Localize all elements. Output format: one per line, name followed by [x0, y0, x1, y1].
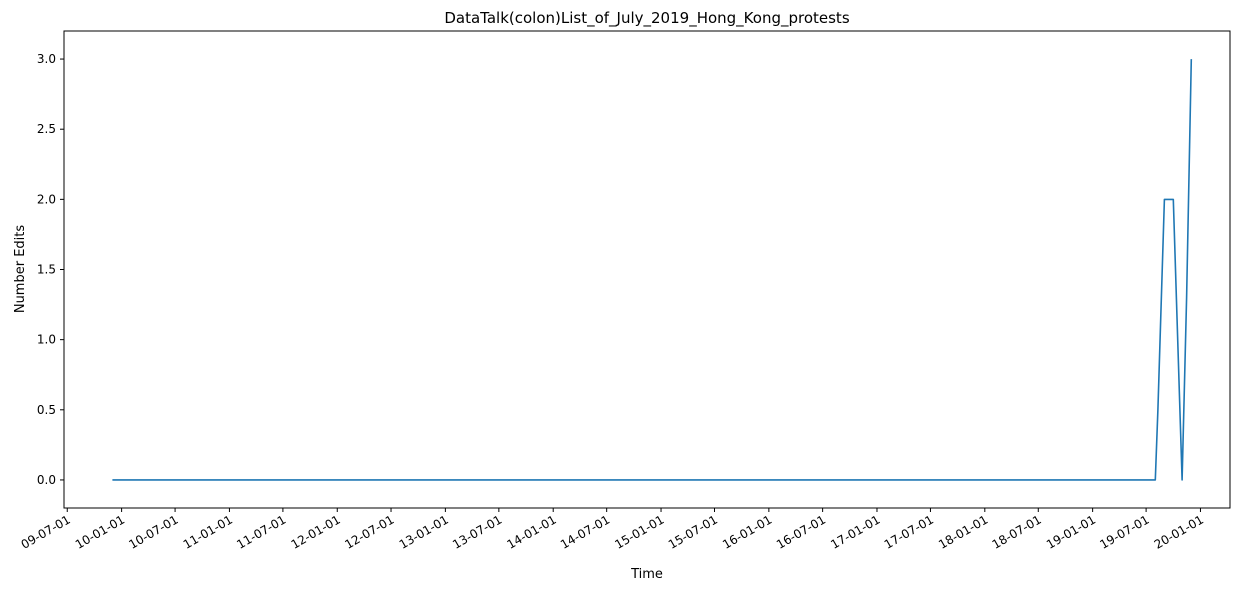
x-tick-label: 11-01-01: [181, 512, 235, 551]
x-tick-label: 10-07-01: [126, 512, 180, 551]
series-layer: [112, 59, 1193, 481]
chart-title: DataTalk(colon)List_of_July_2019_Hong_Ko…: [444, 9, 849, 28]
x-tick-label: 09-07-01: [19, 512, 73, 551]
x-tick-label: 20-01-01: [1152, 512, 1206, 551]
y-tick-label: 0.5: [37, 403, 56, 417]
x-tick-label: 18-07-01: [990, 512, 1044, 551]
x-tick-label: 12-01-01: [289, 512, 343, 551]
y-tick-label: 1.5: [37, 263, 56, 277]
x-tick-label: 18-01-01: [936, 512, 990, 551]
x-tick-label: 14-01-01: [505, 512, 559, 551]
x-tick-label: 14-07-01: [558, 512, 612, 551]
x-tick-label: 12-07-01: [342, 512, 396, 551]
y-tick-label: 2.5: [37, 122, 56, 136]
x-tick-label: 16-07-01: [774, 512, 828, 551]
x-tick-label: 16-01-01: [720, 512, 774, 551]
x-tick-label: 15-01-01: [612, 512, 666, 551]
series-line: [112, 59, 1193, 481]
x-tick-label: 15-07-01: [666, 512, 720, 551]
x-tick-label: 19-01-01: [1044, 512, 1098, 551]
x-tick-label: 17-01-01: [828, 512, 882, 551]
y-axis-label: Number Edits: [13, 225, 28, 314]
y-axis-ticks: 0.0 0.5 1.0 1.5 2.0 2.5 3.0: [37, 52, 64, 487]
y-tick-label: 0.0: [37, 473, 56, 487]
y-tick-label: 3.0: [37, 52, 56, 66]
x-tick-label: 11-07-01: [234, 512, 288, 551]
y-tick-label: 2.0: [37, 192, 56, 206]
x-axis-label: Time: [630, 567, 663, 582]
x-tick-label: 17-07-01: [882, 512, 936, 551]
plot-area: [63, 30, 1231, 509]
y-tick-label: 1.0: [37, 333, 56, 347]
x-tick-label: 13-01-01: [397, 512, 451, 551]
x-tick-label: 19-07-01: [1097, 512, 1151, 551]
x-tick-label: 13-07-01: [450, 512, 504, 551]
x-axis-ticks: 09-07-01 10-01-01 10-07-01 11-01-01 11-07-01…: [19, 508, 1206, 552]
x-tick-label: 10-01-01: [73, 512, 127, 551]
